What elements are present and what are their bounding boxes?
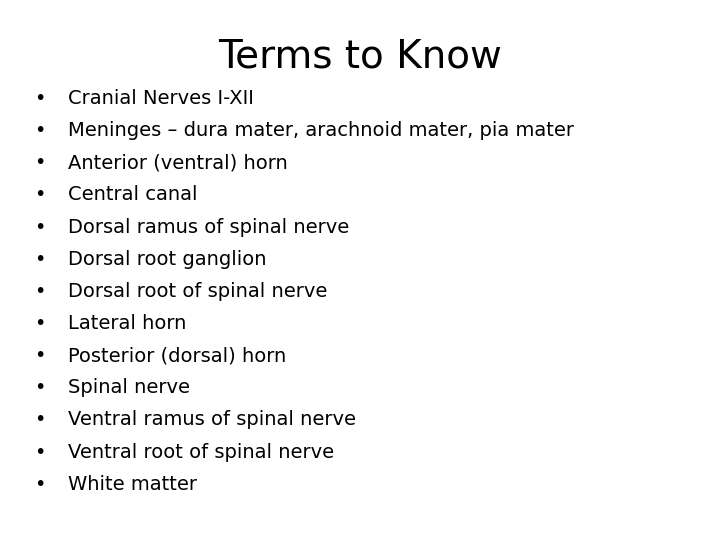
Text: •: • [34,89,45,108]
Text: •: • [34,186,45,205]
Text: Meninges – dura mater, arachnoid mater, pia mater: Meninges – dura mater, arachnoid mater, … [68,122,575,140]
Text: •: • [34,378,45,397]
Text: •: • [34,122,45,140]
Text: Ventral root of spinal nerve: Ventral root of spinal nerve [68,443,335,462]
Text: Lateral horn: Lateral horn [68,314,186,333]
Text: Ventral ramus of spinal nerve: Ventral ramus of spinal nerve [68,410,356,429]
Text: •: • [34,314,45,333]
Text: Central canal: Central canal [68,186,198,205]
Text: Posterior (dorsal) horn: Posterior (dorsal) horn [68,346,287,365]
Text: •: • [34,153,45,172]
Text: Dorsal ramus of spinal nerve: Dorsal ramus of spinal nerve [68,218,350,237]
Text: •: • [34,443,45,462]
Text: •: • [34,249,45,269]
Text: Dorsal root of spinal nerve: Dorsal root of spinal nerve [68,282,328,301]
Text: Dorsal root ganglion: Dorsal root ganglion [68,249,267,269]
Text: Cranial Nerves I-XII: Cranial Nerves I-XII [68,89,254,108]
Text: White matter: White matter [68,475,197,494]
Text: Anterior (ventral) horn: Anterior (ventral) horn [68,153,288,172]
Text: •: • [34,475,45,494]
Text: •: • [34,410,45,429]
Text: •: • [34,218,45,237]
Text: •: • [34,282,45,301]
Text: •: • [34,346,45,365]
Text: Spinal nerve: Spinal nerve [68,378,190,397]
Text: Terms to Know: Terms to Know [218,38,502,76]
